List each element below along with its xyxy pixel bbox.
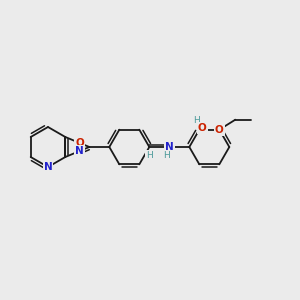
Text: H: H: [193, 116, 200, 125]
Text: O: O: [75, 138, 84, 148]
Text: O: O: [215, 125, 224, 135]
Text: H: H: [163, 151, 170, 160]
Text: N: N: [165, 142, 174, 152]
Text: H: H: [146, 151, 153, 160]
Text: O: O: [198, 123, 207, 133]
Text: N: N: [75, 146, 84, 156]
Text: N: N: [44, 162, 52, 172]
